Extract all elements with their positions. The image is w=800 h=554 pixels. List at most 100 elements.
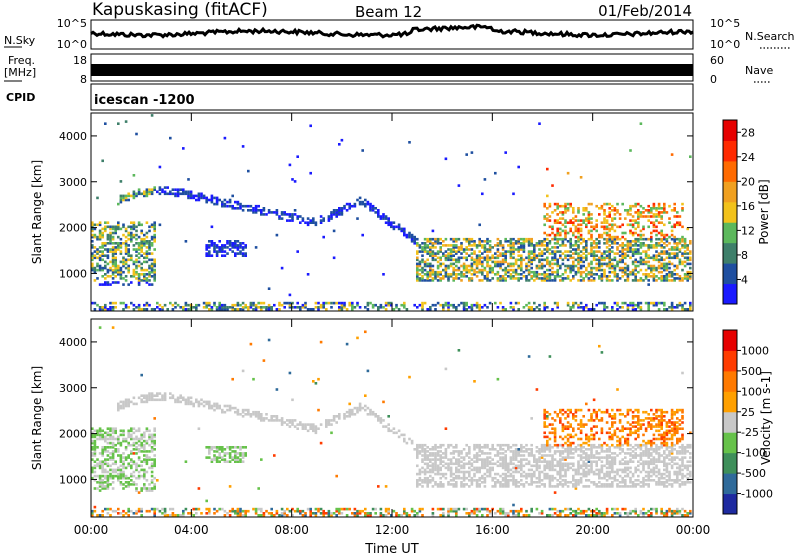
heatmap-cell [590,250,593,253]
heatmap-cell [153,240,156,243]
heatmap-cell [119,301,123,305]
heatmap-cell [603,211,606,214]
heatmap-cell [91,433,94,437]
heatmap-cell [642,207,645,210]
heatmap-cell [109,242,112,245]
heatmap-cell [592,273,596,276]
heatmap-cell [124,448,128,451]
heatmap-cell [345,415,349,418]
heatmap-cell [145,460,149,463]
heatmap-cell [548,413,552,416]
heatmap-cell [468,240,471,243]
heatmap-cell [231,509,234,513]
heatmap-cell [527,242,531,245]
heatmap-cell [338,301,341,305]
heatmap-cell [504,279,507,282]
heatmap-cell [413,242,416,245]
heatmap-cell [153,439,156,443]
heatmap-cell [267,306,271,309]
heatmap-cell [574,270,578,274]
heatmap-cell [239,458,242,461]
heatmap-cell [551,468,554,472]
heatmap-cell [517,514,520,517]
heatmap-cell [637,264,640,268]
heatmap-cell [468,450,471,453]
heatmap-cell [293,509,297,513]
heatmap-cell [676,248,679,251]
heatmap-cell [210,458,214,461]
heatmap-cell [572,211,575,214]
heatmap-cell [421,470,424,474]
heatmap-cell [377,306,380,309]
heatmap-cell [665,262,669,266]
heatmap-cell [104,229,107,233]
heatmap-cell [569,408,572,412]
heatmap-cell [145,246,149,249]
heatmap-cell [223,448,227,451]
heatmap-cell [434,277,437,280]
heatmap-cell [579,443,583,447]
heatmap-cell [590,217,593,220]
heatmap-cell [556,229,559,233]
heatmap-cell [564,264,567,268]
heatmap-cell [410,509,414,513]
heatmap-cell [384,215,388,218]
heatmap-cell [551,479,554,482]
heatmap-cell [280,507,284,511]
heatmap-cell [655,275,658,278]
heatmap-cell [117,268,120,272]
heatmap-cell [119,196,123,200]
heatmap-cell [421,242,424,245]
heatmap-cell [98,481,102,484]
heatmap-cell [574,485,578,488]
heatmap-cell [486,462,489,466]
heatmap-cell [260,308,263,311]
heatmap-cell [119,400,123,404]
heatmap-cell [351,301,354,305]
heatmap-cell [457,460,461,463]
heatmap-cell [673,273,676,276]
heatmap-cell [130,235,133,239]
heatmap-cell [330,512,333,515]
heatmap-cell [481,246,484,249]
heatmap-cell [348,303,351,307]
heatmap-cell [556,258,559,262]
heatmap-cell [535,468,539,472]
heatmap-cell [504,464,507,468]
heatmap-cell [169,190,172,194]
heatmap-cell [501,512,505,515]
heatmap-cell [101,275,104,278]
heatmap-cell [457,452,461,455]
heatmap-cell [465,483,468,486]
heatmap-cell [621,270,624,274]
heatmap-cell [673,248,676,251]
heatmap-cell [462,266,466,270]
heatmap-cell [621,301,624,305]
heatmap-cell [234,207,237,210]
heatmap-cell [392,431,396,435]
heatmap-cell [106,308,110,311]
heatmap-cell [670,252,674,255]
heatmap-cell [668,260,671,264]
heatmap-cell [137,279,141,282]
heatmap-cell [473,512,476,515]
heatmap-cell [481,474,484,478]
heatmap-cell [439,273,442,276]
heatmap-cell [184,192,188,196]
heatmap-cell [520,262,523,266]
heatmap-cell [631,262,635,266]
heatmap-cell [491,270,494,274]
heatmap-cell [135,468,138,472]
heatmap-cell [187,192,190,196]
heatmap-cell [514,481,518,484]
heatmap-cell [145,398,149,402]
heatmap-cell [137,275,141,278]
heatmap-cell [124,485,128,488]
heatmap-cell [150,433,154,437]
heatmap-cell [507,514,510,517]
heatmap-cell [548,264,552,268]
heatmap-cell [104,283,107,286]
heatmap-cell [481,252,484,255]
heatmap-cell [436,270,440,274]
heatmap-cell [517,464,520,468]
